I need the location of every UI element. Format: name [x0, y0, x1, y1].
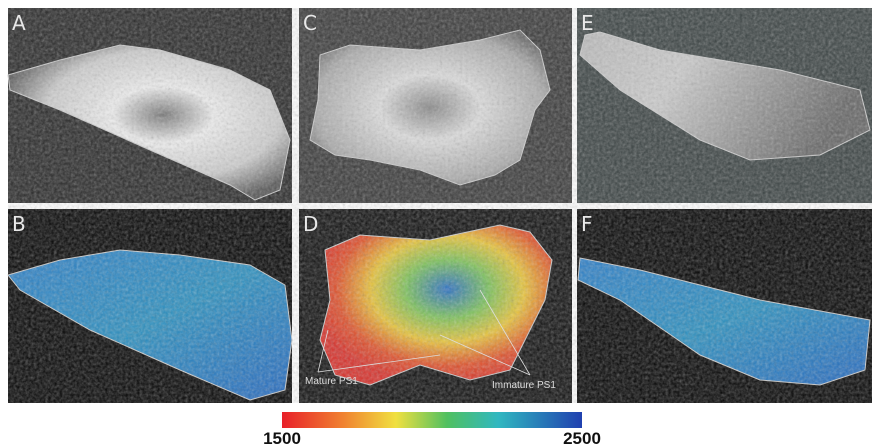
colorbar-tick-label: 1500	[263, 429, 301, 448]
figure: Mature PS1 Immature PS1 A C E B D F 1500…	[0, 0, 878, 448]
panel-label: C	[303, 11, 317, 35]
panel-label: D	[303, 212, 318, 236]
panel-label: F	[581, 212, 593, 236]
panel-label: E	[581, 11, 594, 35]
panel-label: A	[12, 11, 26, 35]
colorbar-tick-label: 2500	[563, 429, 601, 448]
annotation: Immature PS1	[492, 380, 556, 391]
panel-label: B	[12, 212, 26, 236]
colorbar	[282, 412, 582, 428]
texture	[8, 8, 872, 403]
annotation: Mature PS1	[305, 376, 358, 387]
